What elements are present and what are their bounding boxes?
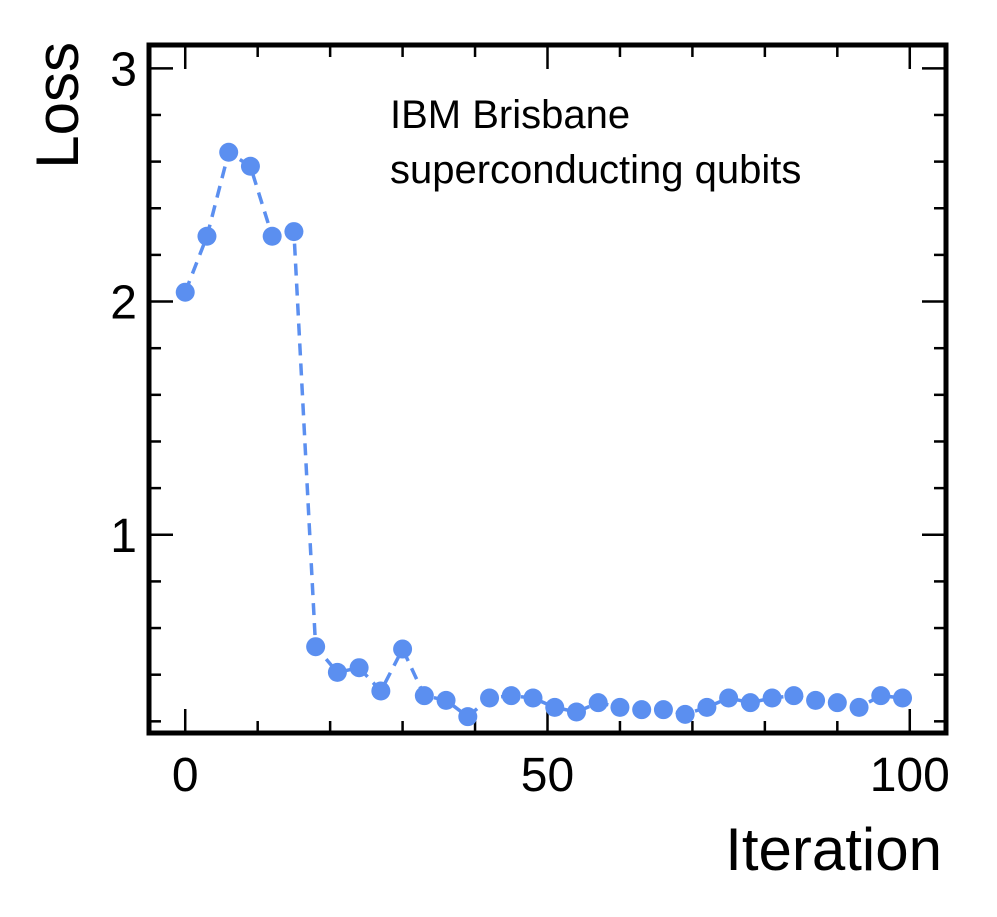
loss-data-point: [393, 639, 413, 659]
x-tick-labels: 0 50 100: [172, 749, 950, 802]
loss-data-point: [306, 637, 326, 657]
loss-data-point: [697, 697, 717, 717]
loss-data-point: [240, 156, 260, 176]
loss-data-point: [806, 690, 826, 710]
loss-data-point: [632, 700, 652, 720]
y-tick-label: 1: [110, 510, 137, 563]
loss-data-point: [458, 707, 478, 727]
loss-data-point: [262, 226, 282, 246]
series-layer: [175, 142, 913, 727]
loss-data-point: [480, 688, 500, 708]
loss-data-point: [871, 686, 891, 706]
loss-data-point: [566, 702, 586, 722]
loss-data-point: [719, 688, 739, 708]
loss-data-point: [197, 226, 217, 246]
x-axis-label: Iteration: [725, 816, 942, 883]
loss-data-point: [523, 688, 543, 708]
y-tick-label: 2: [110, 277, 137, 330]
loss-data-point: [653, 700, 673, 720]
annotation-line-1: IBM Brisbane: [390, 93, 630, 137]
x-tick-label: 0: [172, 749, 199, 802]
loss-data-point: [436, 690, 456, 710]
loss-data-point: [545, 697, 565, 717]
loss-data-point: [349, 658, 369, 678]
loss-data-point: [893, 688, 913, 708]
loss-data-point: [588, 693, 608, 713]
loss-data-point: [784, 686, 804, 706]
loss-data-point: [762, 688, 782, 708]
loss-data-point: [849, 697, 869, 717]
loss-data-point: [827, 693, 847, 713]
plot-frame: [146, 42, 949, 736]
loss-data-point: [610, 697, 630, 717]
loss-data-point: [219, 142, 239, 162]
loss-data-point: [175, 282, 195, 302]
loss-data-point: [371, 681, 391, 701]
y-axis-label: Loss: [24, 42, 91, 169]
loss-data-point: [675, 704, 695, 724]
y-tick-label: 3: [110, 43, 137, 96]
x-tick-label: 50: [521, 749, 574, 802]
loss-data-point: [327, 662, 347, 682]
y-tick-labels: 1 2 3: [110, 43, 137, 562]
x-tick-label: 100: [870, 749, 950, 802]
loss-series-line: [183, 149, 903, 719]
loss-data-point: [740, 693, 760, 713]
loss-data-point: [284, 222, 304, 242]
annotation-line-2: superconducting qubits: [390, 148, 801, 192]
loss-data-point: [414, 686, 434, 706]
loss-data-point: [501, 686, 521, 706]
